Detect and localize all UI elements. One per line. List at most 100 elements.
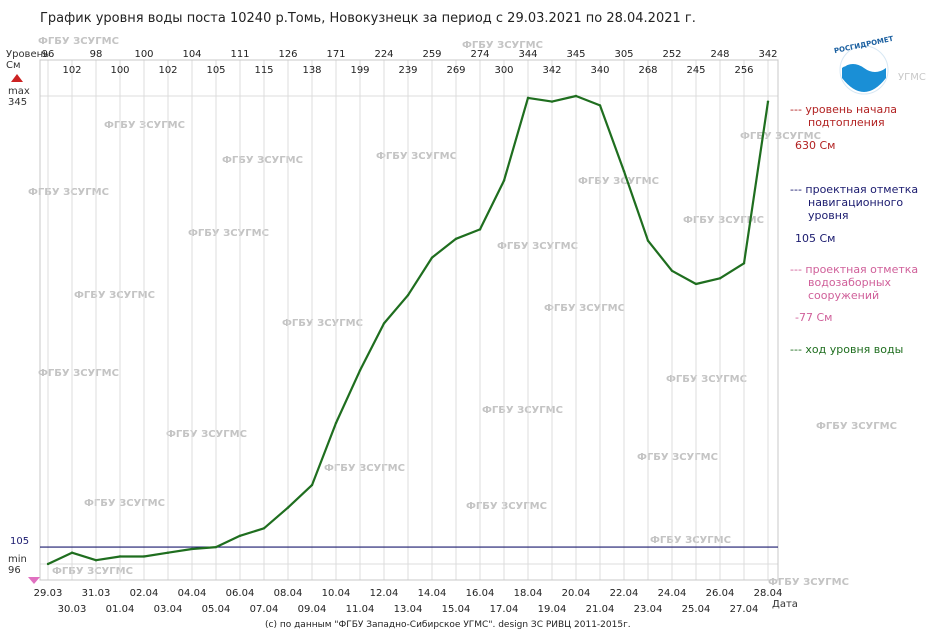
data-point-12.04: [382, 322, 386, 325]
value-label-22.04: 305: [614, 49, 633, 60]
legend-nav-line3: уровня: [808, 209, 849, 222]
chart-title: График уровня воды поста 10240 р.Томь, Н…: [40, 11, 696, 26]
watermark-22: ФГБУ ЗСУГМС: [650, 535, 731, 546]
data-point-13.04: [406, 294, 410, 297]
date-label-27.04: 27.04: [730, 604, 759, 615]
value-label-09.04: 138: [302, 65, 321, 76]
logo-suffix: УГМС: [898, 72, 926, 83]
data-point-28.04: [766, 100, 770, 103]
watermark-7: ФГБУ ЗСУГМС: [683, 215, 764, 226]
data-point-26.04: [718, 277, 722, 280]
top-value-labels: 96 102 98 100 100 102 104 105 111 115 126 138 171 199…: [42, 49, 778, 76]
date-label-01.04: 01.04: [106, 604, 135, 615]
date-label-29.03: 29.03: [34, 588, 63, 599]
watermark-18: ФГБУ ЗСУГМС: [637, 452, 718, 463]
data-point-23.04: [646, 239, 650, 242]
legend-intake-line3: сооружений: [808, 289, 879, 302]
watermark-4: ФГБУ ЗСУГМС: [376, 151, 457, 162]
value-label-03.04: 102: [158, 65, 177, 76]
watermark-5: ФГБУ ЗСУГМС: [28, 187, 109, 198]
max-value-label: 345: [8, 97, 27, 108]
rosgidromet-logo: РОСГИДРОМЕТ УГМС: [833, 35, 926, 95]
date-label-02.04: 02.04: [130, 588, 159, 599]
watermark-24: ФГБУ ЗСУГМС: [768, 577, 849, 588]
data-point-04.04: [190, 547, 194, 551]
date-label-10.04: 10.04: [322, 588, 351, 599]
legend-intake-value: -77 См: [795, 311, 832, 324]
data-point-02.04: [142, 555, 146, 558]
value-label-18.04: 344: [518, 49, 537, 60]
value-label-08.04: 126: [278, 49, 297, 60]
nav-level-axis-label: 105: [10, 536, 29, 547]
date-label-18.04: 18.04: [514, 588, 543, 599]
value-label-15.04: 269: [446, 65, 465, 76]
watermark-20: ФГБУ ЗСУГМС: [84, 498, 165, 509]
watermark-23: ФГБУ ЗСУГМС: [52, 566, 133, 577]
date-label-06.04: 06.04: [226, 588, 255, 599]
data-point-15.04: [454, 237, 458, 241]
value-label-01.04: 100: [110, 65, 129, 76]
value-label-07.04: 115: [254, 65, 273, 76]
value-label-11.04: 199: [350, 65, 369, 76]
date-label-16.04: 16.04: [466, 588, 495, 599]
legend-flood-value: 630 См: [795, 139, 835, 152]
value-label-24.04: 252: [662, 49, 681, 60]
date-label-25.04: 25.04: [682, 604, 711, 615]
data-point-31.03: [94, 559, 98, 562]
value-label-16.04: 274: [470, 49, 489, 60]
data-point-01.04: [118, 555, 122, 558]
date-label-04.04: 04.04: [178, 588, 207, 599]
data-point-20.04: [574, 94, 578, 98]
watermark-21: ФГБУ ЗСУГМС: [466, 501, 547, 512]
watermark-25: ФГБУ ЗСУГМС: [740, 131, 821, 142]
date-label-24.04: 24.04: [658, 588, 687, 599]
date-label-13.04: 13.04: [394, 604, 423, 615]
date-label-12.04: 12.04: [370, 588, 399, 599]
min-value-label: 96: [8, 565, 21, 576]
value-label-12.04: 224: [374, 49, 393, 60]
watermark-3: ФГБУ ЗСУГМС: [222, 155, 303, 166]
data-point-14.04: [430, 256, 434, 259]
watermark-14: ФГБУ ЗСУГМС: [666, 374, 747, 385]
value-label-13.04: 239: [398, 65, 417, 76]
value-label-26.04: 248: [710, 49, 729, 60]
plot-frame: [39, 59, 779, 581]
date-label-08.04: 08.04: [274, 588, 303, 599]
max-label: max: [8, 86, 30, 97]
watermark-13: ФГБУ ЗСУГМС: [38, 368, 119, 379]
data-point-16.04: [478, 228, 482, 231]
date-label-11.04: 11.04: [346, 604, 375, 615]
date-label-28.04: 28.04: [754, 588, 783, 599]
date-label-23.04: 23.04: [634, 604, 663, 615]
value-label-21.04: 340: [590, 65, 609, 76]
legend-flood-line1: --- уровень начала: [790, 103, 897, 116]
date-label-15.04: 15.04: [442, 604, 471, 615]
data-point-06.04: [238, 534, 242, 538]
value-label-14.04: 259: [422, 49, 441, 60]
date-label-21.04: 21.04: [586, 604, 615, 615]
date-label-20.04: 20.04: [562, 588, 591, 599]
date-label-03.04: 03.04: [154, 604, 183, 615]
data-point-27.04: [742, 262, 746, 265]
min-label: min: [8, 554, 27, 565]
legend-nav-line2: навигационного: [808, 196, 903, 209]
watermark-layer: ФГБУ ЗСУГМС ФГБУ ЗСУГМС ФГБУ ЗСУГМС ФГБУ ЗС…: [28, 36, 897, 588]
legend-nav-line1: --- проектная отметка: [790, 183, 918, 196]
max-triangle-icon: [11, 74, 23, 82]
value-label-27.04: 256: [734, 65, 753, 76]
data-point-22.04: [622, 169, 626, 173]
legend-intake-line1: --- проектная отметка: [790, 263, 918, 276]
series-layer: [46, 94, 770, 566]
data-point-11.04: [358, 369, 362, 372]
value-label-06.04: 111: [230, 49, 249, 60]
value-label-23.04: 268: [638, 65, 657, 76]
value-label-30.03: 102: [62, 65, 81, 76]
data-point-29.03: [46, 562, 50, 566]
value-label-05.04: 105: [206, 65, 225, 76]
watermark-17: ФГБУ ЗСУГМС: [816, 421, 897, 432]
watermark-19: ФГБУ ЗСУГМС: [324, 463, 405, 474]
watermark-1: ФГБУ ЗСУГМС: [462, 40, 543, 51]
chart-grid: [40, 60, 778, 580]
footer-credit: (c) по данным "ФГБУ Западно-Сибирское УГ…: [265, 620, 631, 630]
value-label-25.04: 245: [686, 65, 705, 76]
